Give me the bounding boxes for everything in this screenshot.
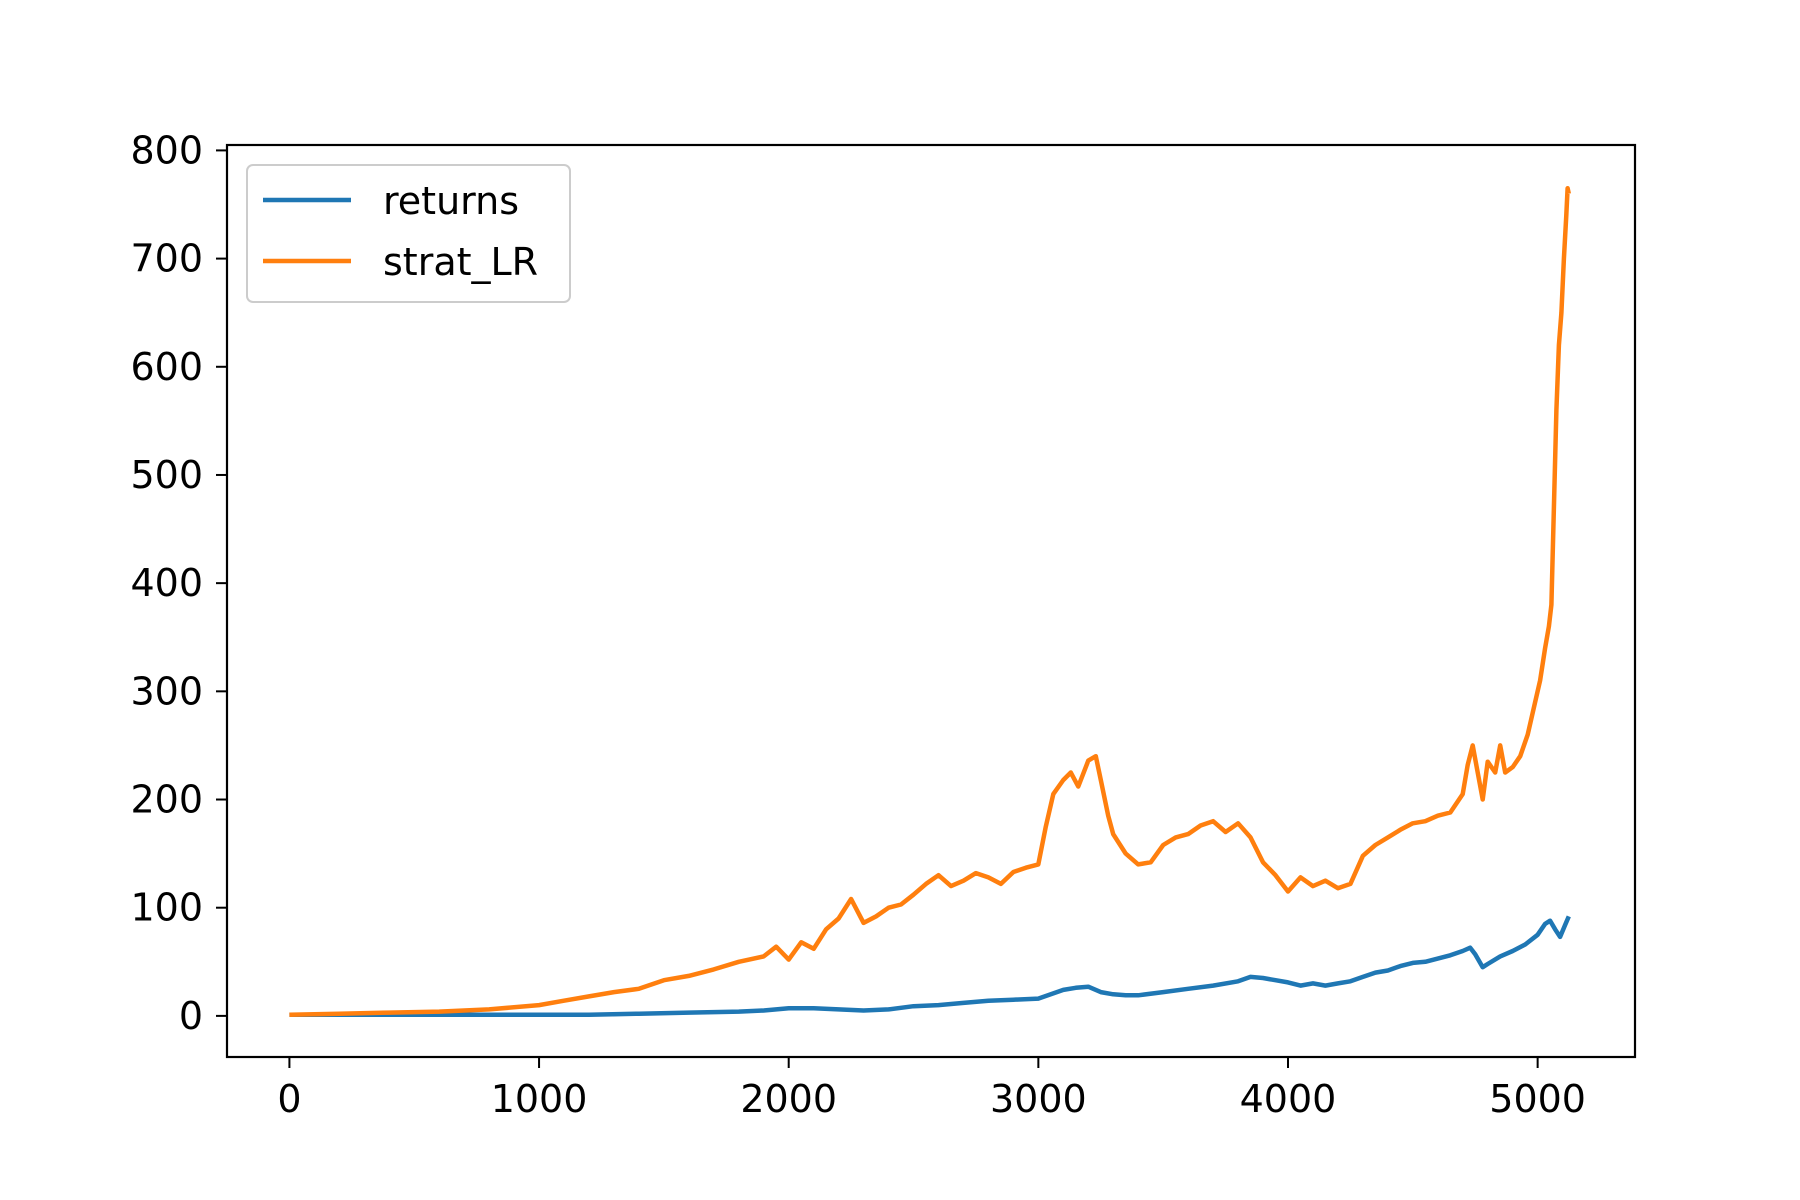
y-tick-label: 500 bbox=[130, 453, 203, 497]
y-axis: 0 100 200 300 400 500 600 700 800 bbox=[130, 128, 227, 1038]
y-tick-label: 200 bbox=[130, 778, 203, 822]
plot-frame bbox=[225, 143, 1637, 1059]
series-line-returns bbox=[289, 915, 1571, 1018]
y-tick-label: 300 bbox=[130, 669, 203, 713]
series-line-strat-lr bbox=[289, 186, 1571, 1018]
x-tick-label: 1000 bbox=[491, 1077, 588, 1121]
y-tick-label: 700 bbox=[130, 237, 203, 281]
legend: returns strat_LR bbox=[246, 164, 571, 303]
y-tick-label: 600 bbox=[130, 345, 203, 389]
x-tick-label: 3000 bbox=[990, 1077, 1087, 1121]
y-tick-label: 400 bbox=[130, 561, 203, 605]
y-tick-label: 800 bbox=[130, 128, 203, 172]
x-axis: 0 1000 2000 3000 4000 5000 bbox=[277, 1057, 1586, 1121]
legend-label-strat-lr: strat_LR bbox=[383, 240, 538, 284]
series-layer bbox=[289, 186, 1571, 1018]
x-tick-label: 4000 bbox=[1240, 1077, 1337, 1121]
x-tick-label: 5000 bbox=[1489, 1077, 1586, 1121]
legend-label-returns: returns bbox=[383, 179, 519, 223]
x-tick-label: 2000 bbox=[740, 1077, 837, 1121]
y-tick-label: 0 bbox=[179, 994, 203, 1038]
y-tick-label: 100 bbox=[130, 886, 203, 930]
x-tick-label: 0 bbox=[277, 1077, 301, 1121]
